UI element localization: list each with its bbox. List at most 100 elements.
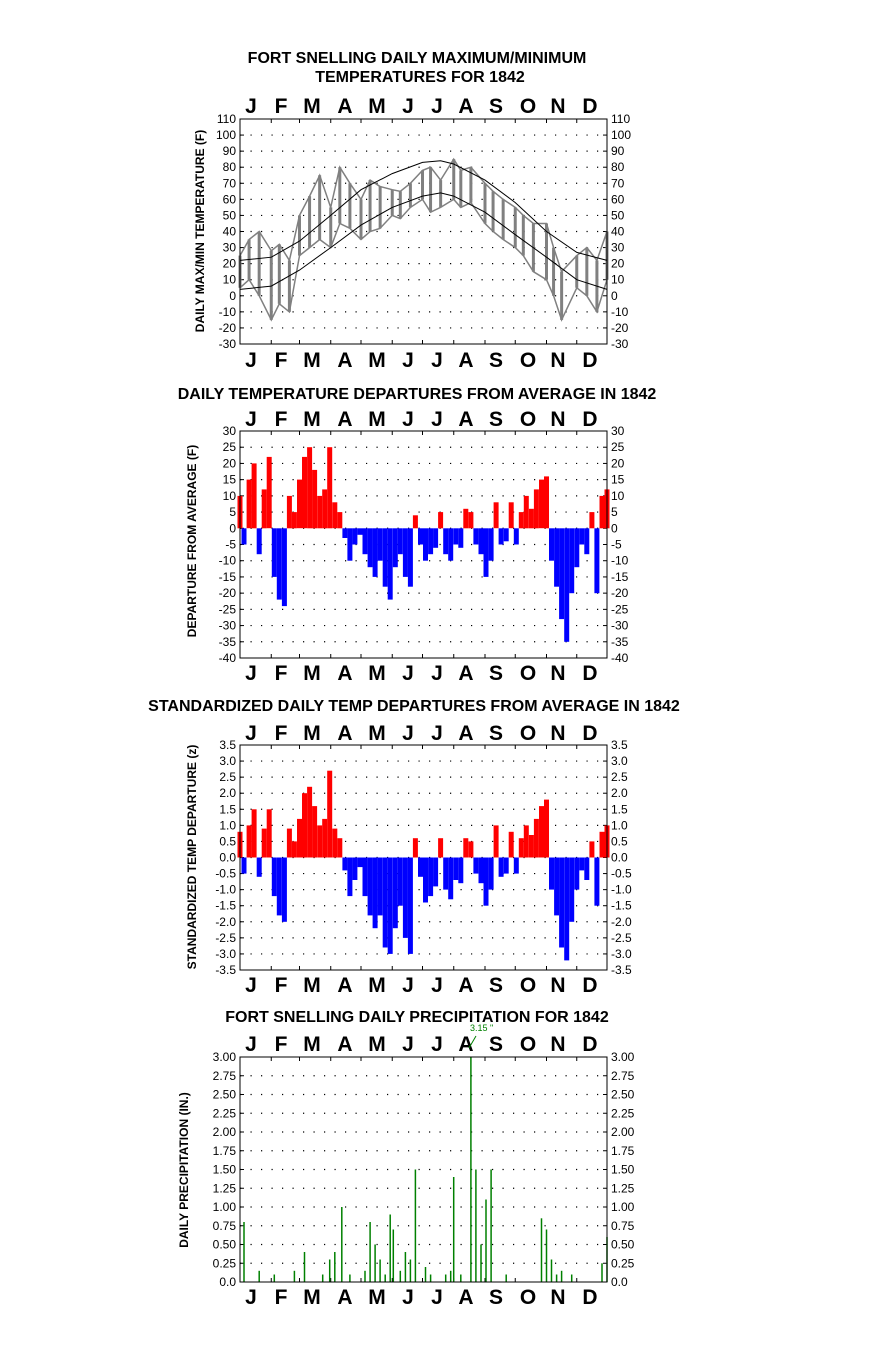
departure-bar: [246, 825, 252, 858]
month-label: O: [520, 722, 536, 745]
y-tick-label-right: 15: [611, 473, 625, 487]
month-label: N: [550, 662, 565, 685]
y-tick-label-left: -25: [219, 602, 237, 616]
y-tick-label-left: 2.0: [219, 786, 236, 800]
maxmin-series: [238, 157, 609, 322]
y-tick-label-right: 1.5: [611, 802, 628, 816]
departure-bar: [418, 857, 423, 877]
departure-bar: [443, 857, 449, 890]
y-tick-label-right: 60: [611, 192, 625, 206]
departure-bar: [362, 857, 368, 897]
departure-bar: [312, 469, 318, 529]
month-label: A: [458, 1286, 473, 1309]
y-tick-label-left: 30: [223, 241, 237, 255]
maxmin-y-axis-label: DAILY MAX/MIN TEMPERATURE (F): [193, 130, 207, 332]
y-tick-label-right: -35: [611, 635, 629, 649]
y-tick-label-left: -2.0: [215, 915, 236, 929]
maxmin-temperature-panel: FORT SNELLING DAILY MAXIMUM/MINIMUM TEMP…: [193, 50, 631, 372]
departure-bar: [549, 528, 554, 561]
departure-bar: [332, 828, 338, 858]
y-tick-label-right: 0.0: [611, 1275, 628, 1289]
month-label: S: [489, 974, 503, 997]
y-tick-label-left: 90: [223, 144, 237, 158]
month-label: J: [402, 1286, 414, 1309]
departure-bar: [453, 528, 459, 545]
departure-bar: [286, 828, 292, 858]
departure-bar: [523, 825, 529, 858]
departure-bar: [478, 528, 484, 555]
departure-bar: [367, 528, 373, 568]
departure-bar: [322, 489, 328, 529]
departure-bar: [352, 857, 358, 880]
departure-bar: [483, 857, 489, 906]
departure-bar: [357, 857, 363, 868]
month-label: M: [368, 95, 386, 118]
departure-bar: [433, 528, 439, 548]
y-tick-label-left: 10: [223, 489, 237, 503]
departure-bar: [518, 838, 524, 858]
departure-bar: [281, 857, 287, 922]
departure-bar: [549, 857, 554, 890]
y-tick-label-right: -25: [611, 602, 629, 616]
y-tick-label-right: -20: [611, 321, 629, 335]
departure-bar: [312, 806, 318, 858]
month-label: O: [520, 974, 536, 997]
y-tick-label-right: 0: [611, 289, 618, 303]
departure-bar: [554, 857, 560, 916]
departure-bar: [569, 528, 575, 594]
y-tick-label-right: 3.0: [611, 754, 628, 768]
y-tick-label-left: 0: [229, 289, 236, 303]
departure-bar: [564, 857, 570, 961]
precip-annotation-pointer: [468, 1035, 477, 1049]
month-label: J: [431, 408, 443, 431]
y-tick-label-left: 2.50: [213, 1088, 237, 1102]
y-tick-label-right: 2.25: [611, 1106, 635, 1120]
y-tick-label-right: 80: [611, 160, 625, 174]
month-label: F: [275, 349, 288, 372]
month-label: J: [402, 722, 414, 745]
departure-bar: [266, 809, 272, 858]
departure-bar: [337, 838, 343, 858]
y-tick-label-left: -20: [219, 321, 237, 335]
departure-bar: [342, 528, 348, 538]
y-tick-label-right: 0: [611, 521, 618, 535]
month-label: O: [520, 349, 536, 372]
y-tick-label-left: 2.00: [213, 1125, 237, 1139]
departure-bar: [402, 857, 408, 938]
month-label: A: [458, 662, 473, 685]
departure-bar: [347, 857, 353, 897]
departure-bar: [508, 502, 514, 529]
y-tick-label-right: -10: [611, 554, 629, 568]
departure-bar: [498, 857, 504, 877]
departure-bar: [503, 857, 509, 874]
y-tick-label-left: 30: [223, 424, 237, 438]
y-tick-label-left: 3.0: [219, 754, 236, 768]
month-label: O: [520, 408, 536, 431]
standardized-plot-frame: [239, 744, 608, 971]
y-tick-label-right: 10: [611, 489, 625, 503]
departure-bar: [428, 857, 434, 897]
standardized-y-axis-label: STANDARDIZED TEMP DEPARTURE (z): [185, 745, 199, 970]
departure-bar: [428, 528, 434, 555]
y-tick-label-left: 100: [216, 128, 236, 142]
y-tick-label-right: 1.50: [611, 1163, 635, 1177]
departure-bar: [503, 528, 509, 542]
departure-bar: [488, 857, 494, 890]
y-tick-label-right: 10: [611, 273, 625, 287]
departure-bar: [559, 528, 565, 620]
departure-bar: [584, 528, 590, 555]
departure-y-tick-labels: 30 30 25 25 20 20 15 15 10 10 5 5 0 0 -5 -5 -10 -10 -15 -15…: [219, 424, 629, 665]
departure-bar: [332, 502, 338, 529]
precipitation-panel: FORT SNELLING DAILY PRECIPITATION FOR 18…: [177, 1009, 635, 1309]
month-label: F: [275, 1286, 288, 1309]
y-tick-label-left: 10: [223, 273, 237, 287]
y-tick-label-left: 0.0: [219, 1275, 236, 1289]
departure-bar: [251, 463, 257, 529]
month-label: N: [550, 349, 565, 372]
month-label: M: [368, 662, 386, 685]
month-label: A: [458, 349, 473, 372]
departure-bar: [276, 528, 282, 600]
month-label: D: [582, 95, 597, 118]
departure-bar: [564, 528, 570, 642]
